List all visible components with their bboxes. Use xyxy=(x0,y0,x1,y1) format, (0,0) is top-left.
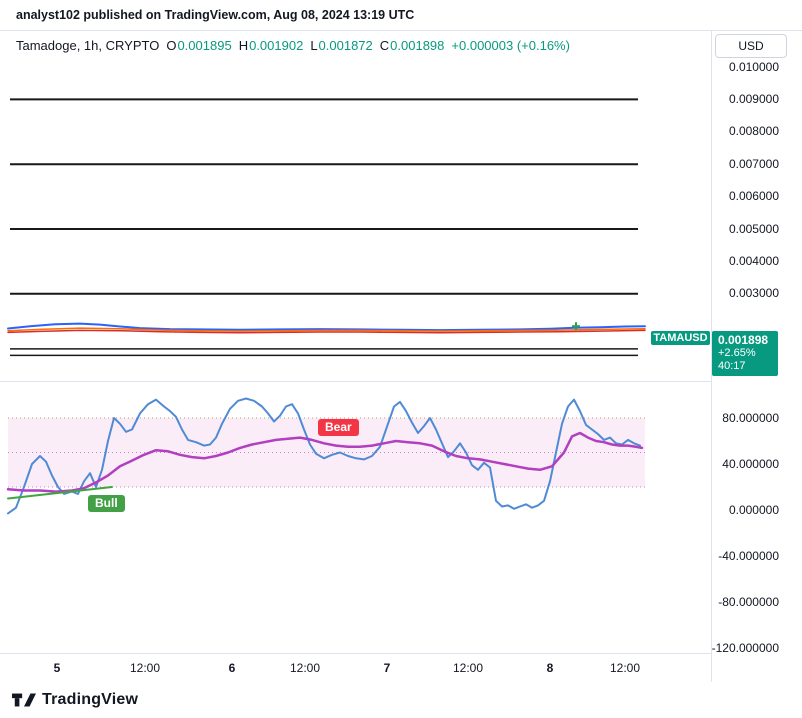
price-tick-label: 0.007000 xyxy=(728,156,779,171)
oscillator-tick-label: -120.000000 xyxy=(711,640,779,655)
open-value: 0.001895 xyxy=(177,38,232,53)
oscillator-tick-label: 40.000000 xyxy=(722,456,779,471)
oscillator-tick-label: -80.000000 xyxy=(718,594,779,609)
change-value: +0.000003 (+0.16%) xyxy=(451,38,570,53)
price-tick-label: 0.005000 xyxy=(728,221,779,236)
low-label: L xyxy=(310,38,318,53)
price-tick-label: 0.010000 xyxy=(728,59,779,74)
footer-bar: TradingView xyxy=(0,682,802,718)
close-label: C xyxy=(379,38,390,53)
last-price-badge: 0.001898 +2.65% 40:17 xyxy=(712,330,778,376)
bar-countdown: 40:17 xyxy=(718,359,746,372)
price-pane-chart xyxy=(7,98,646,357)
oscillator-tick-label: -40.000000 xyxy=(718,548,779,563)
price-axis[interactable]: USD 0.001898 +2.65% 40:17 0.010000 0.0090… xyxy=(711,31,802,683)
pane-separator[interactable] xyxy=(0,381,802,382)
plot-area[interactable] xyxy=(0,31,710,653)
attribution-text: analyst102 published on TradingView.com,… xyxy=(0,0,802,30)
time-tick-label: 12:00 xyxy=(289,661,321,675)
low-value: 0.001872 xyxy=(318,38,373,53)
bull-badge[interactable]: Bull xyxy=(88,495,125,513)
open-label: O xyxy=(166,38,177,53)
price-tick-label: 0.004000 xyxy=(728,253,779,268)
tradingview-wordmark[interactable]: TradingView xyxy=(42,691,139,708)
currency-toggle-button[interactable]: USD xyxy=(715,34,787,58)
time-tick-label: 8 xyxy=(546,661,554,675)
oscillator-tick-label: 0.000000 xyxy=(728,502,779,517)
symbol-title[interactable]: Tamadoge, 1h, CRYPTO xyxy=(16,38,160,53)
tradingview-logo-icon[interactable] xyxy=(12,690,36,710)
oscillator-tick-label: 80.000000 xyxy=(722,410,779,425)
last-price-value: 0.001898 xyxy=(718,332,769,347)
series-price-label: TAMAUSD xyxy=(651,330,710,345)
time-tick-label: 12:00 xyxy=(129,661,161,675)
time-tick-label: 6 xyxy=(228,661,236,675)
high-value: 0.001902 xyxy=(249,38,304,53)
chart-widget: Tamadoge, 1h, CRYPTO O0.001895 H0.001902 L0… xyxy=(0,30,802,684)
last-price-change: +2.65% xyxy=(718,346,756,359)
price-tick-label: 0.003000 xyxy=(728,286,779,301)
time-tick-label: 12:00 xyxy=(609,661,641,675)
high-label: H xyxy=(238,38,249,53)
time-tick-label: 12:00 xyxy=(452,661,484,675)
chart-legend: Tamadoge, 1h, CRYPTO O0.001895 H0.001902 L0… xyxy=(16,38,570,53)
price-tick-label: 0.006000 xyxy=(728,189,779,204)
close-value: 0.001898 xyxy=(390,38,445,53)
price-tick-label: 0.009000 xyxy=(728,91,779,106)
bear-badge[interactable]: Bear xyxy=(318,419,359,437)
price-tick-label: 0.008000 xyxy=(728,124,779,139)
time-axis[interactable]: 5 12:00 6 12:00 7 12:00 8 12:00 xyxy=(0,653,710,683)
time-tick-label: 7 xyxy=(383,661,391,675)
time-tick-label: 5 xyxy=(53,661,61,675)
time-axis-separator xyxy=(0,653,802,654)
